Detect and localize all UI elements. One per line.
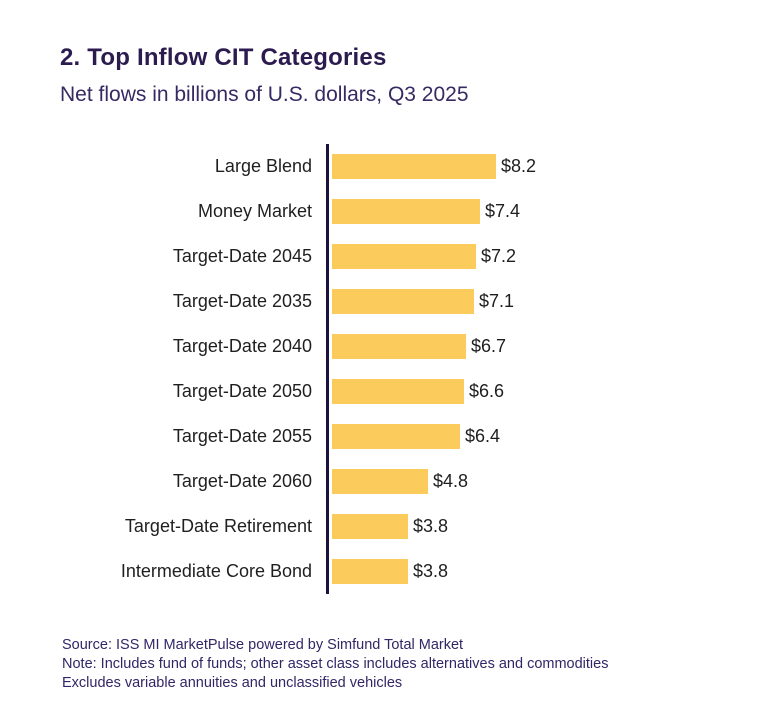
bar bbox=[332, 514, 408, 539]
value-label: $6.6 bbox=[469, 381, 505, 401]
bar-track: $3.8 bbox=[326, 549, 763, 594]
value-label: $6.7 bbox=[471, 336, 507, 356]
bar-row: Large Blend $8.2 bbox=[0, 144, 763, 189]
category-label: Money Market bbox=[197, 201, 312, 221]
bar-row: Target-Date 2050 $6.6 bbox=[0, 369, 763, 414]
bar-track: $3.8 bbox=[326, 504, 763, 549]
category-label: Intermediate Core Bond bbox=[120, 561, 312, 581]
value-label: $3.8 bbox=[413, 561, 449, 581]
value-label: $8.2 bbox=[501, 156, 537, 176]
bar-track: $4.8 bbox=[326, 459, 763, 504]
value-label: $4.8 bbox=[433, 471, 469, 491]
page-subtitle: Net flows in billions of U.S. dollars, Q… bbox=[60, 83, 469, 106]
category-label: Target-Date 2040 bbox=[172, 336, 312, 356]
value-label: $7.2 bbox=[481, 246, 517, 266]
bar-row: Target-Date 2035 $7.1 bbox=[0, 279, 763, 324]
bar-row: Money Market $7.4 bbox=[0, 189, 763, 234]
page-title: 2. Top Inflow CIT Categories bbox=[60, 44, 387, 71]
value-label: $7.4 bbox=[485, 201, 521, 221]
bar bbox=[332, 154, 496, 179]
bar bbox=[332, 424, 460, 449]
bar-track: $7.4 bbox=[326, 189, 763, 234]
bar bbox=[332, 469, 428, 494]
bar-row: Target-Date 2040 $6.7 bbox=[0, 324, 763, 369]
value-label: $3.8 bbox=[413, 516, 449, 536]
note-line-2: Excludes variable annuities and unclassi… bbox=[62, 675, 403, 691]
category-label: Target-Date 2060 bbox=[172, 471, 312, 491]
note-line: Note: Includes fund of funds; other asse… bbox=[62, 656, 609, 672]
bar bbox=[332, 244, 476, 269]
bar-track: $7.1 bbox=[326, 279, 763, 324]
bar-row: Target-Date 2045 $7.2 bbox=[0, 234, 763, 279]
bar bbox=[332, 379, 464, 404]
bar bbox=[332, 289, 474, 314]
value-label: $6.4 bbox=[465, 426, 501, 446]
bar-track: $7.2 bbox=[326, 234, 763, 279]
bar-chart: Large Blend $8.2 Money Market $7.4 Target-Da… bbox=[0, 144, 763, 594]
bar-row: Intermediate Core Bond $3.8 bbox=[0, 549, 763, 594]
bar-row: Target-Date Retirement $3.8 bbox=[0, 504, 763, 549]
category-label: Target-Date Retirement bbox=[124, 516, 312, 536]
bar-track: $6.4 bbox=[326, 414, 763, 459]
bar bbox=[332, 559, 408, 584]
source-note: Source: ISS MI MarketPulse powered by Si… bbox=[62, 636, 608, 693]
bar-track: $6.7 bbox=[326, 324, 763, 369]
category-label: Target-Date 2055 bbox=[172, 426, 312, 446]
category-label: Target-Date 2035 bbox=[172, 291, 312, 311]
category-label: Target-Date 2045 bbox=[172, 246, 312, 266]
bar-row: Target-Date 2060 $4.8 bbox=[0, 459, 763, 504]
bar bbox=[332, 334, 466, 359]
category-label: Large Blend bbox=[214, 156, 312, 176]
category-label: Target-Date 2050 bbox=[172, 381, 312, 401]
bar-track: $6.6 bbox=[326, 369, 763, 414]
chart-rows: Large Blend $8.2 Money Market $7.4 Target-Da… bbox=[0, 144, 763, 594]
value-label: $7.1 bbox=[479, 291, 515, 311]
bar bbox=[332, 199, 480, 224]
source-line: Source: ISS MI MarketPulse powered by Si… bbox=[62, 637, 464, 653]
bar-row: Target-Date 2055 $6.4 bbox=[0, 414, 763, 459]
bar-track: $8.2 bbox=[326, 144, 763, 189]
